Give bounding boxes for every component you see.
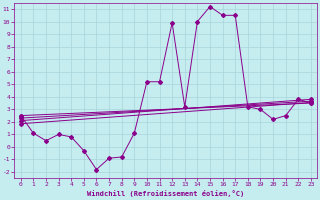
X-axis label: Windchill (Refroidissement éolien,°C): Windchill (Refroidissement éolien,°C): [87, 190, 244, 197]
